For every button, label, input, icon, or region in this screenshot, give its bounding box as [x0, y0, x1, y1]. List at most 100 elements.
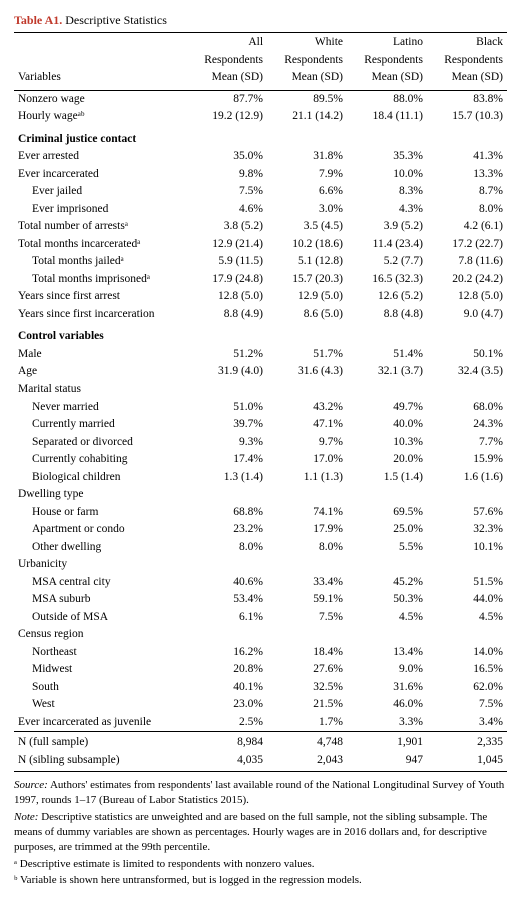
- cell-value: 21.1 (14.2): [267, 108, 347, 126]
- table-row: South40.1%32.5%31.6%62.0%: [14, 679, 507, 697]
- cell-value: 17.2 (22.7): [427, 236, 507, 254]
- row-label: MSA central city: [14, 574, 187, 592]
- footnote-a: ᵃ Descriptive estimate is limited to res…: [14, 857, 507, 872]
- table-row: Never married51.0%43.2%49.7%68.0%: [14, 399, 507, 417]
- cell-value: 4.5%: [347, 609, 427, 627]
- cell-value: 32.3%: [427, 521, 507, 539]
- cell-value: 9.0%: [347, 661, 427, 679]
- cell-value: 1.5 (1.4): [347, 469, 427, 487]
- table-row: Separated or divorced9.3%9.7%10.3%7.7%: [14, 434, 507, 452]
- cell-value: 11.4 (23.4): [347, 236, 427, 254]
- cell-value: 8.7%: [427, 183, 507, 201]
- table-row: Midwest20.8%27.6%9.0%16.5%: [14, 661, 507, 679]
- table-row: Total months imprisonedᵃ17.9 (24.8)15.7 …: [14, 271, 507, 289]
- col-black: Black: [427, 33, 507, 51]
- table-row: N (sibling subsample)4,0352,0439471,045: [14, 752, 507, 772]
- cell-value: 31.9 (4.0): [187, 363, 267, 381]
- cell-value: 3.8 (5.2): [187, 218, 267, 236]
- section-label: Control variables: [14, 323, 507, 346]
- cell-value: 21.5%: [267, 696, 347, 714]
- variables-header: Variables: [14, 68, 187, 90]
- cell-value: 8.6 (5.0): [267, 306, 347, 324]
- cell-value: 8.8 (4.9): [187, 306, 267, 324]
- cell-value: 5.9 (11.5): [187, 253, 267, 271]
- row-label: Currently married: [14, 416, 187, 434]
- row-label: Dwelling type: [14, 486, 187, 504]
- cell-value: 32.4 (3.5): [427, 363, 507, 381]
- cell-value: [427, 556, 507, 574]
- table-row: Total months incarceratedᵃ12.9 (21.4)10.…: [14, 236, 507, 254]
- cell-value: 1.7%: [267, 714, 347, 732]
- table-notes: Source: Authors' estimates from responde…: [14, 778, 507, 888]
- cell-value: 13.4%: [347, 644, 427, 662]
- cell-value: 16.2%: [187, 644, 267, 662]
- cell-value: 9.3%: [187, 434, 267, 452]
- cell-value: 46.0%: [347, 696, 427, 714]
- cell-value: 3.3%: [347, 714, 427, 732]
- cell-value: 6.6%: [267, 183, 347, 201]
- cell-value: 20.0%: [347, 451, 427, 469]
- cell-value: 31.6 (4.3): [267, 363, 347, 381]
- table-row: Biological children1.3 (1.4)1.1 (1.3)1.5…: [14, 469, 507, 487]
- row-label: Census region: [14, 626, 187, 644]
- cell-value: [427, 626, 507, 644]
- cell-value: 87.7%: [187, 90, 267, 108]
- table-header: All White Latino Black Respondents Respo…: [14, 33, 507, 91]
- table-row: MSA suburb53.4%59.1%50.3%44.0%: [14, 591, 507, 609]
- cell-value: 15.9%: [427, 451, 507, 469]
- stats-table: All White Latino Black Respondents Respo…: [14, 32, 507, 772]
- cell-value: 5.5%: [347, 539, 427, 557]
- cell-value: [427, 381, 507, 399]
- cell-value: [347, 556, 427, 574]
- row-label: Separated or divorced: [14, 434, 187, 452]
- cell-value: 8.0%: [187, 539, 267, 557]
- cell-value: 23.2%: [187, 521, 267, 539]
- row-label: Total months jailedᵃ: [14, 253, 187, 271]
- table-row: Male51.2%51.7%51.4%50.1%: [14, 346, 507, 364]
- table-row: Ever incarcerated as juvenile2.5%1.7%3.3…: [14, 714, 507, 732]
- cell-value: 68.8%: [187, 504, 267, 522]
- table-body: Nonzero wage87.7%89.5%88.0%83.8%Hourly w…: [14, 90, 507, 772]
- cell-value: 24.3%: [427, 416, 507, 434]
- cell-value: 12.9 (21.4): [187, 236, 267, 254]
- cell-value: 16.5 (32.3): [347, 271, 427, 289]
- cell-value: 20.8%: [187, 661, 267, 679]
- row-label: South: [14, 679, 187, 697]
- table-row: Ever imprisoned4.6%3.0%4.3%8.0%: [14, 201, 507, 219]
- row-label: N (sibling subsample): [14, 752, 187, 772]
- cell-value: 8.0%: [267, 539, 347, 557]
- cell-value: 3.9 (5.2): [347, 218, 427, 236]
- table-row: Marital status: [14, 381, 507, 399]
- row-label: Outside of MSA: [14, 609, 187, 627]
- cell-value: 57.6%: [427, 504, 507, 522]
- cell-value: 51.4%: [347, 346, 427, 364]
- cell-value: 17.9 (24.8): [187, 271, 267, 289]
- cell-value: 5.2 (7.7): [347, 253, 427, 271]
- table-row: Northeast16.2%18.4%13.4%14.0%: [14, 644, 507, 662]
- table-caption: Descriptive Statistics: [65, 13, 167, 27]
- cell-value: 8,984: [187, 732, 267, 752]
- cell-value: 1,901: [347, 732, 427, 752]
- table-row: Census region: [14, 626, 507, 644]
- cell-value: 7.9%: [267, 166, 347, 184]
- cell-value: 39.7%: [187, 416, 267, 434]
- cell-value: 43.2%: [267, 399, 347, 417]
- cell-value: 17.9%: [267, 521, 347, 539]
- cell-value: 2,043: [267, 752, 347, 772]
- row-label: Years since first incarceration: [14, 306, 187, 324]
- row-label: Northeast: [14, 644, 187, 662]
- cell-value: 47.1%: [267, 416, 347, 434]
- cell-value: 51.7%: [267, 346, 347, 364]
- cell-value: 947: [347, 752, 427, 772]
- table-number: Table A1.: [14, 13, 62, 27]
- cell-value: [267, 626, 347, 644]
- cell-value: 32.5%: [267, 679, 347, 697]
- cell-value: 4.2 (6.1): [427, 218, 507, 236]
- cell-value: 35.3%: [347, 148, 427, 166]
- row-label: Ever arrested: [14, 148, 187, 166]
- source-text: Authors' estimates from respondents' las…: [14, 779, 504, 806]
- cell-value: 14.0%: [427, 644, 507, 662]
- table-row: House or farm68.8%74.1%69.5%57.6%: [14, 504, 507, 522]
- table-row: Apartment or condo23.2%17.9%25.0%32.3%: [14, 521, 507, 539]
- table-row: Currently cohabiting17.4%17.0%20.0%15.9%: [14, 451, 507, 469]
